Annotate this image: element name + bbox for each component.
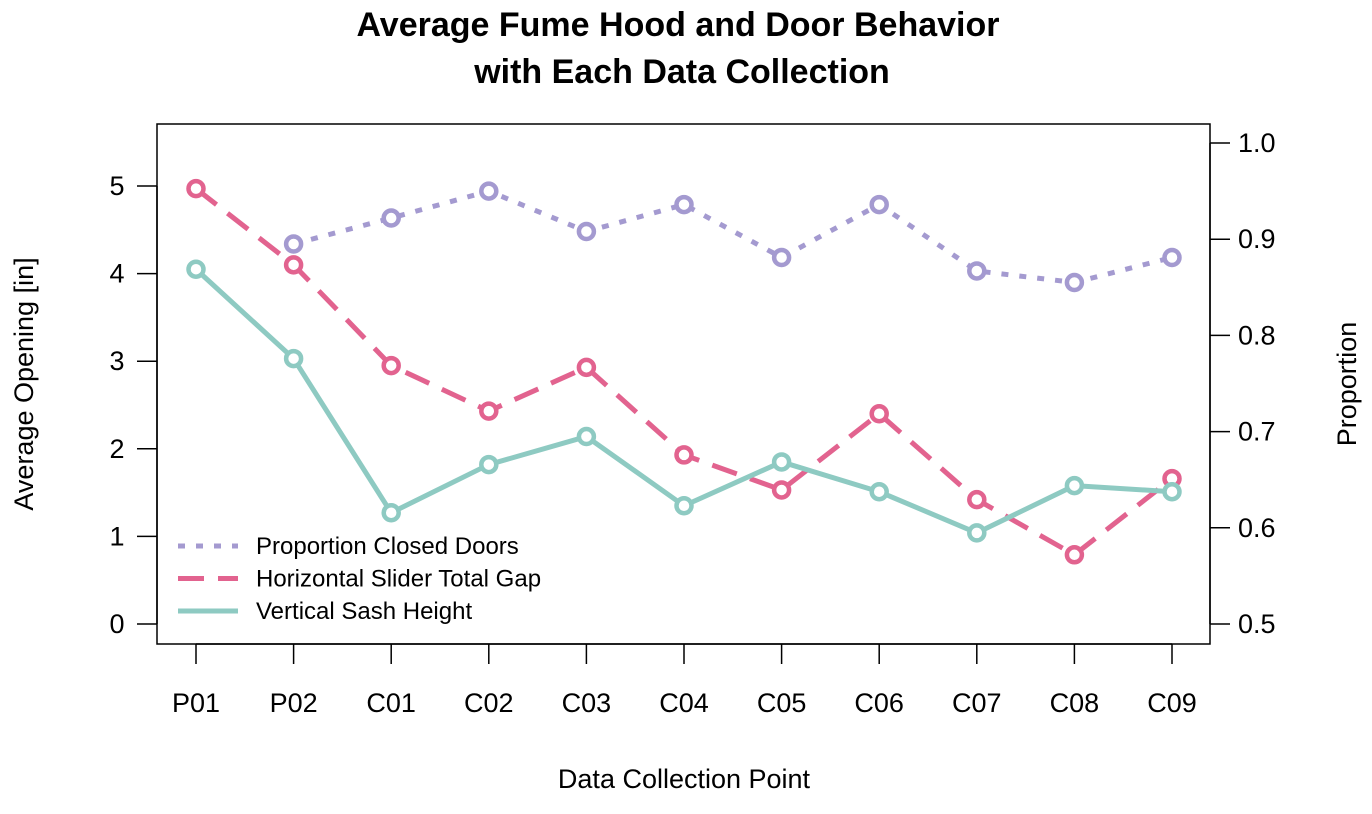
right-y-axis-label: Proportion: [1332, 322, 1362, 447]
data-point: [771, 247, 792, 268]
data-point: [967, 261, 987, 281]
data-point: [576, 221, 597, 242]
legend: Proportion Closed Doors Horizontal Slider…: [178, 533, 541, 625]
legend-item: Proportion Closed Doors: [178, 533, 519, 560]
legend-item: Vertical Sash Height: [178, 598, 472, 625]
legend-item: Horizontal Slider Total Gap: [178, 566, 541, 593]
legend-label: Horizontal Slider Total Gap: [256, 566, 541, 593]
left-y-tick-label: 2: [109, 434, 124, 464]
chart-title-line1: Average Fume Hood and Door Behavior: [357, 6, 1000, 44]
data-point: [479, 181, 499, 201]
data-point: [381, 208, 401, 228]
left-y-axis-label: Average Opening [in]: [9, 257, 39, 510]
x-tick-label: C06: [854, 688, 904, 718]
data-point: [967, 489, 987, 510]
data-point: [283, 234, 304, 254]
right-y-tick-label: 1.0: [1238, 128, 1276, 158]
x-tick-label: C01: [366, 688, 416, 718]
data-point: [771, 452, 792, 472]
right-y-axis: 0.5 0.6 0.7 0.8 0.9 1.0: [1209, 128, 1276, 639]
series-vertical-sash-height: [186, 259, 1182, 543]
data-point: [1064, 545, 1085, 565]
x-tick-label: C05: [757, 688, 807, 718]
right-y-tick-label: 0.5: [1238, 609, 1276, 639]
data-point: [674, 445, 694, 465]
series-line: [292, 188, 1173, 285]
data-point: [674, 194, 694, 215]
x-axis-label: Data Collection Point: [558, 764, 811, 794]
data-point: [381, 355, 401, 376]
right-y-tick-label: 0.6: [1238, 513, 1276, 543]
data-point: [381, 502, 401, 523]
x-tick-label: C09: [1147, 688, 1197, 718]
data-point: [869, 481, 889, 502]
data-point: [1064, 475, 1085, 496]
right-y-tick-label: 0.7: [1238, 417, 1276, 447]
data-point: [186, 178, 206, 199]
data-point: [967, 523, 987, 543]
chart-title-line2: with Each Data Collection: [473, 53, 890, 91]
x-axis: P01 P02 C01 C02 C03 C04 C05 C06 C07 C08 C09: [172, 643, 1197, 718]
data-point: [283, 255, 304, 275]
right-y-tick-label: 0.9: [1238, 224, 1276, 254]
right-y-tick-label: 0.8: [1238, 320, 1276, 350]
left-y-tick-label: 0: [109, 609, 124, 639]
data-point: [283, 348, 304, 369]
left-y-axis: 0 1 2 3 4 5: [109, 171, 158, 639]
legend-label: Proportion Closed Doors: [256, 533, 519, 560]
x-tick-label: C07: [952, 688, 1002, 718]
left-y-tick-label: 4: [109, 259, 124, 289]
left-y-tick-label: 1: [109, 521, 124, 551]
x-tick-label: P01: [172, 688, 220, 718]
series-proportion-closed-doors: [283, 181, 1182, 293]
x-tick-label: C02: [464, 688, 514, 718]
data-point: [674, 495, 694, 516]
data-point: [479, 401, 499, 421]
series-layer: [186, 178, 1182, 565]
data-point: [869, 404, 889, 424]
x-tick-label: P02: [270, 688, 318, 718]
x-tick-label: C04: [659, 688, 709, 718]
series-line: [194, 267, 1173, 536]
data-point: [576, 426, 597, 447]
data-point: [771, 480, 792, 500]
data-point: [186, 259, 206, 279]
data-point: [869, 194, 889, 215]
left-y-tick-label: 5: [109, 171, 124, 201]
data-point: [576, 357, 597, 378]
data-point: [479, 454, 499, 475]
x-tick-label: C08: [1050, 688, 1100, 718]
data-point: [1162, 481, 1182, 502]
left-y-tick-label: 3: [109, 346, 124, 376]
x-tick-label: C03: [562, 688, 612, 718]
legend-label: Vertical Sash Height: [256, 598, 472, 625]
data-point: [1162, 247, 1182, 268]
data-point: [1064, 272, 1085, 293]
